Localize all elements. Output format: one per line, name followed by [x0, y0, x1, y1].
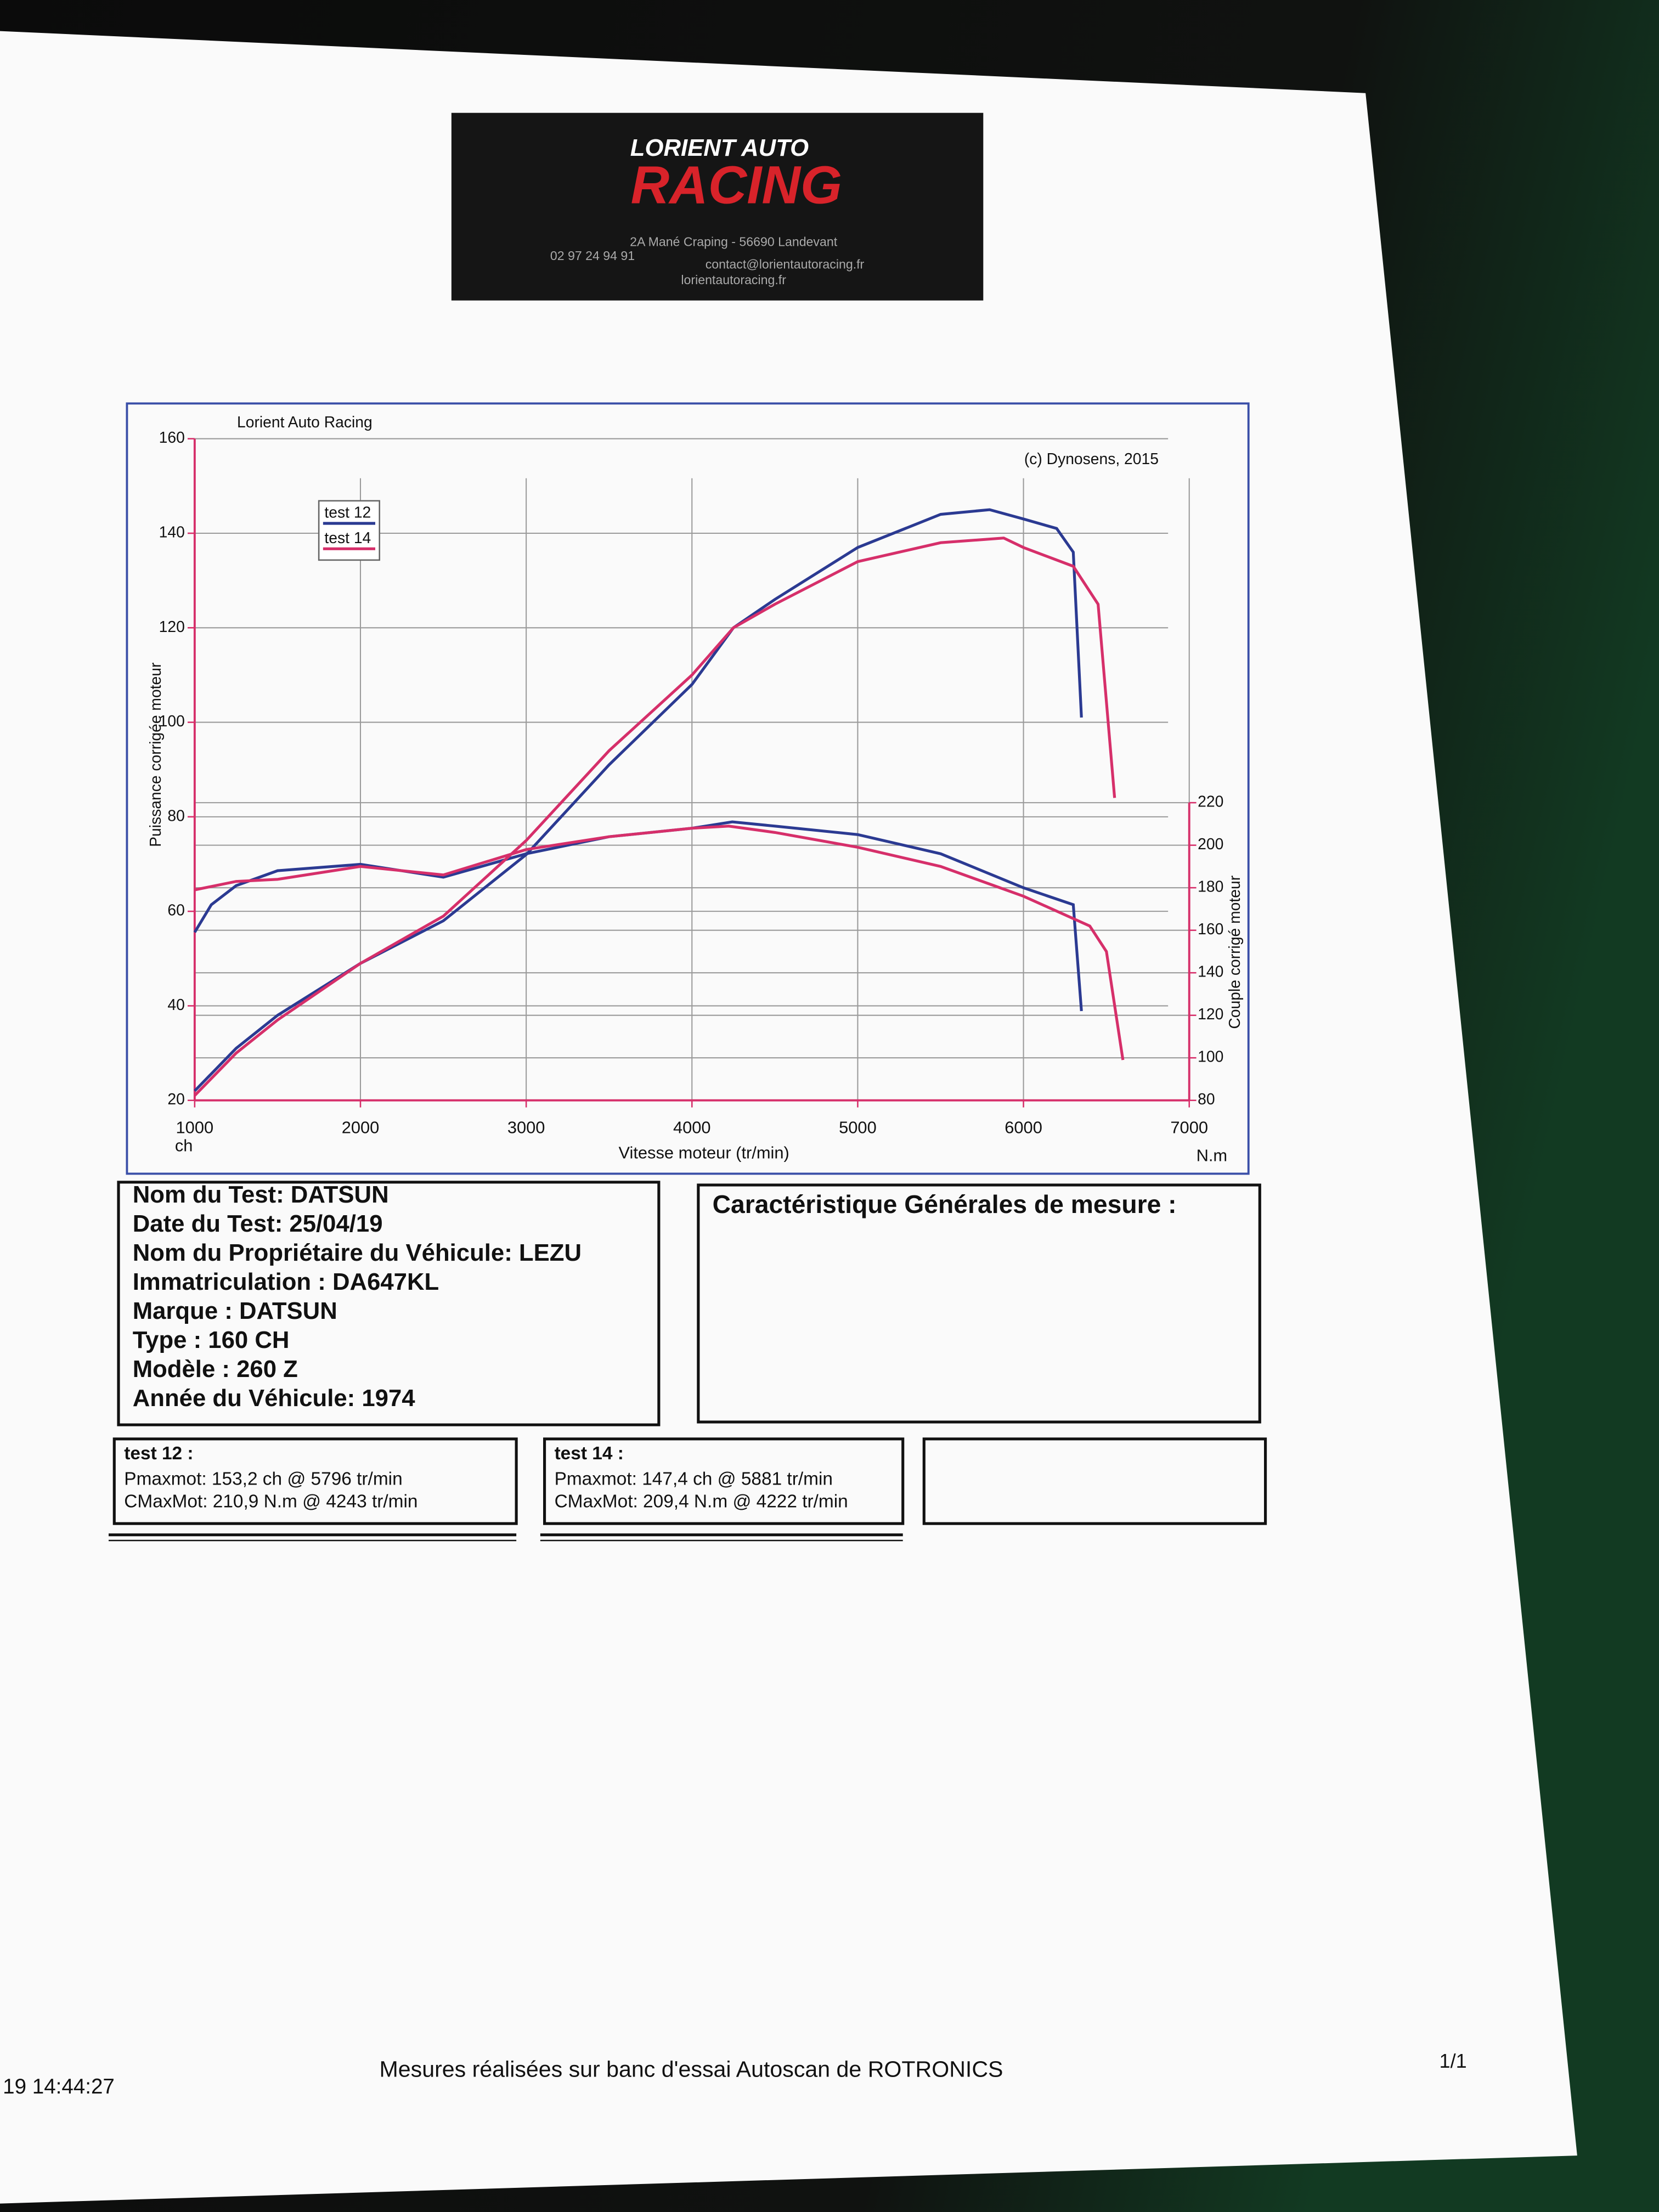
y2-tick-label: 200 [1198, 835, 1223, 853]
x-axis-label: Vitesse moteur (tr/min) [618, 1143, 789, 1163]
x-tick-label: 5000 [839, 1118, 877, 1137]
y-tick-label: 60 [167, 901, 184, 919]
logo-box [451, 112, 984, 301]
x-tick-label: 4000 [673, 1118, 711, 1137]
x-tick-label: 2000 [342, 1118, 380, 1137]
result-box [543, 1437, 905, 1525]
plot: 1000 2000 3000 4000 5000 6000 7000 20 40 60 80 100 1… [159, 428, 1224, 1137]
y-tick-label: 140 [159, 523, 185, 540]
y-tick-label: 80 [167, 806, 184, 824]
power-line [194, 537, 1116, 1097]
result-title: test 12 : [124, 1443, 193, 1464]
result-line: Pmaxmot: 147,4 ch @ 5881 tr/min [555, 1469, 833, 1489]
info-line: Nom du Propriétaire du Véhicule: LEZU [133, 1239, 582, 1266]
y-unit: ch [175, 1136, 193, 1155]
y2-tick-label: 140 [1198, 963, 1223, 980]
info-line: Modèle : 260 Z [133, 1356, 298, 1383]
info-line: Nom du Test: DATSUN [133, 1181, 389, 1208]
logo-email: contact@lorientautoracing.fr [706, 257, 865, 272]
y2-tick-label: 180 [1198, 878, 1223, 895]
y2-tick-label: 220 [1198, 793, 1223, 810]
info-line: Date du Test: 25/04/19 [133, 1210, 383, 1237]
result-line: Pmaxmot: 153,2 ch @ 5796 tr/min [124, 1469, 402, 1489]
y-tick-label: 160 [159, 428, 185, 446]
torque-line [194, 825, 1125, 1060]
y2-axis-label: Couple corrigé moteur [1226, 876, 1243, 1029]
empty-box [922, 1437, 1267, 1525]
logo-main: RACING [631, 155, 842, 215]
y2-tick-label: 160 [1198, 920, 1223, 938]
x-tick-label: 3000 [507, 1118, 545, 1137]
y2-tick-label: 100 [1198, 1048, 1223, 1065]
info-line: Immatriculation : DA647KL [133, 1268, 439, 1295]
info-line: Marque : DATSUN [133, 1297, 337, 1324]
results: test 12 : Pmaxmot: 153,2 ch @ 5796 tr/min… [124, 1443, 848, 1511]
y2-unit: N.m [1197, 1146, 1228, 1165]
footer-timestamp: 19 14:44:27 [3, 2075, 115, 2098]
y-tick-label: 120 [159, 618, 185, 635]
logo-website: lorientautoracing.fr [681, 273, 786, 287]
result-title: test 14 : [555, 1443, 624, 1464]
info-line: Année du Véhicule: 1974 [133, 1385, 416, 1412]
result-box [112, 1437, 518, 1525]
info-box [117, 1181, 661, 1426]
paper [0, 31, 1577, 2204]
y-tick-label: 40 [167, 996, 184, 1013]
chart-frame [126, 402, 1250, 1175]
info-line: Type : 160 CH [133, 1327, 290, 1353]
x-tick-label: 7000 [1170, 1118, 1208, 1137]
chart-credit: (c) Dynosens, 2015 [1024, 450, 1159, 467]
footer-page: 1/1 [1440, 2050, 1467, 2072]
measure-box [697, 1183, 1261, 1424]
legend-label: test 14 [324, 529, 371, 546]
measure-title: Caractéristique Générales de mesure : [713, 1190, 1177, 1218]
logo-top: LORIENT AUTO [630, 134, 809, 161]
y-tick-label: 100 [159, 712, 185, 730]
footer-note: Mesures réalisées sur banc d'essai Autos… [380, 2057, 1003, 2082]
result-line: CMaxMot: 209,4 N.m @ 4222 tr/min [555, 1491, 848, 1511]
x-tick-label: 1000 [176, 1118, 214, 1137]
x-tick-label: 6000 [1005, 1118, 1042, 1137]
chart-title: Lorient Auto Racing [237, 413, 373, 431]
y-tick-label: 20 [167, 1090, 184, 1108]
logo-phone: 02 97 24 94 91 [550, 249, 635, 263]
y2-tick-label: 80 [1198, 1090, 1215, 1108]
y2-tick-label: 120 [1198, 1005, 1223, 1023]
y-axis-label: Puissance corrigée moteur [146, 663, 164, 847]
legend-label: test 12 [324, 503, 371, 521]
logo-address: 2A Mané Craping - 56690 Landevant [630, 234, 838, 249]
result-line: CMaxMot: 210,9 N.m @ 4243 tr/min [124, 1491, 417, 1511]
